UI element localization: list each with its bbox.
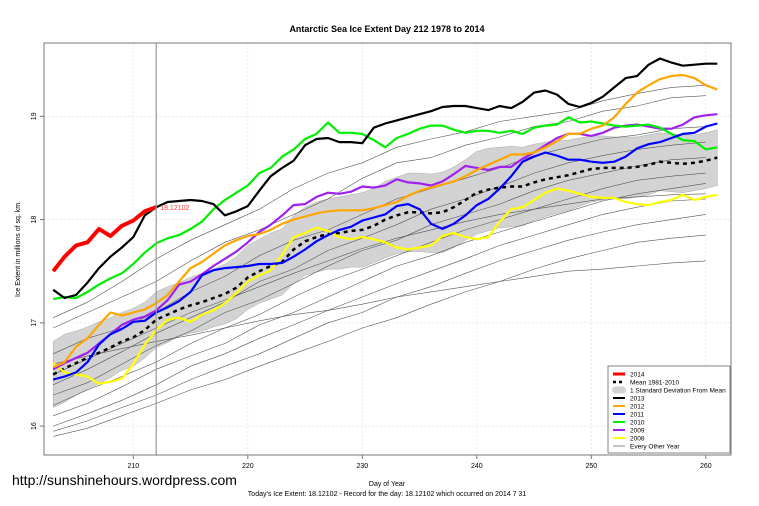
chart-title: Antarctic Sea Ice Extent Day 212 1978 to… [289,24,484,34]
y-tick-label: 16 [31,422,38,430]
other-year-line [53,85,706,318]
mean-line [52,156,718,376]
series-line-2011 [52,122,718,381]
series-line-2012 [52,73,718,369]
series-line-2010 [53,116,718,301]
x-tick-label: 220 [242,463,254,470]
watermark-url: http://sunshinehours.wordpress.com [12,472,237,488]
series-line-2008 [52,187,718,385]
legend-label: 2010 [630,420,645,427]
other-year-line [53,157,706,396]
footer-record-text: Today's Ice Extent: 18.12102 - Record fo… [248,491,527,498]
y-tick-label: 19 [31,112,38,120]
plot-frame [43,42,732,456]
other-year-line [53,198,706,427]
legend-label: 2011 [630,412,644,419]
current-value-label: 18.12102 [160,205,189,212]
legend-label: Mean 1981-2010 [630,380,680,387]
legend-label: 1 Standard Deviation From Mean [630,388,726,395]
other-year-line [53,234,706,437]
y-axis-label: Ice Extent in millions of sq. km. [15,201,22,297]
series-line-2009 [52,113,718,371]
other-year-line [53,172,706,406]
legend-label: 2014 [630,372,645,379]
legend-label: 2012 [630,404,645,411]
x-tick-label: 260 [700,463,712,470]
other-year-line [53,260,706,365]
other-year-line [53,141,706,386]
other-year-line [53,183,706,417]
sd-band [53,129,718,408]
legend-label: 2013 [630,396,645,403]
x-tick-label: 240 [471,463,483,470]
legend-swatch-band [612,386,626,394]
legend-label: 2009 [630,428,645,435]
legend-box [607,365,731,454]
legend-label: Every Other Year [630,444,680,451]
plot-area: 18.12102 210 220 230 240 250 260 16 17 18 19 [31,42,732,470]
other-year-line [53,95,706,329]
other-year-line [53,214,706,432]
y-tick-label: 17 [31,319,38,327]
series-line-2014 [51,205,157,273]
y-tick-label: 18 [31,216,38,224]
x-tick-label: 210 [127,463,139,470]
x-tick-label: 230 [356,463,368,470]
x-axis-label: Day of Year [369,481,406,488]
series-line-2013 [52,57,718,300]
legend-label: 2008 [630,436,645,443]
x-tick-label: 250 [585,463,597,470]
